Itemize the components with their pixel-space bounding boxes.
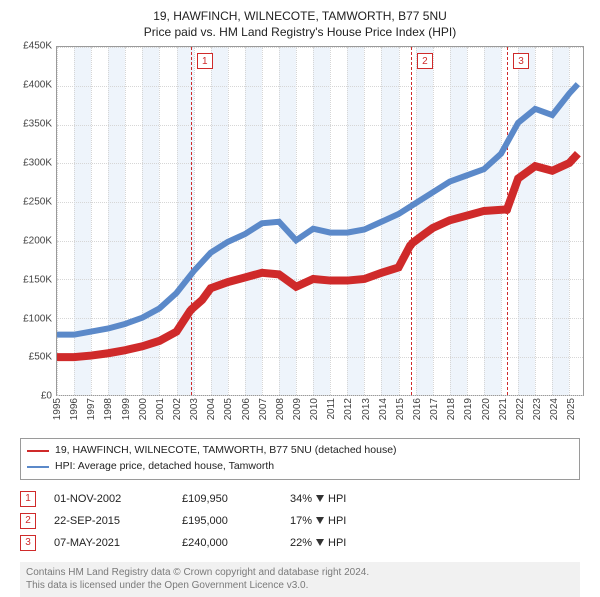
- title-address: 19, HAWFINCH, WILNECOTE, TAMWORTH, B77 5…: [10, 8, 590, 24]
- x-tick-label: 1998: [103, 398, 114, 420]
- y-tick-label: £0: [41, 391, 52, 402]
- event-pct: 34% HPI: [290, 493, 400, 505]
- x-tick-label: 2014: [378, 398, 389, 420]
- y-tick-label: £50K: [29, 352, 52, 363]
- event-marker-box: 1: [197, 53, 213, 69]
- x-tick-label: 2022: [515, 398, 526, 420]
- legend: 19, HAWFINCH, WILNECOTE, TAMWORTH, B77 5…: [20, 438, 580, 480]
- y-tick-label: £400K: [23, 80, 52, 91]
- event-row: 2 22-SEP-2015 £195,000 17% HPI: [20, 510, 580, 532]
- price-point-marker: [187, 306, 195, 314]
- legend-item: HPI: Average price, detached house, Tamw…: [27, 459, 573, 475]
- y-tick-label: £150K: [23, 274, 52, 285]
- footer: Contains HM Land Registry data © Crown c…: [20, 562, 580, 597]
- x-tick-label: 2001: [155, 398, 166, 420]
- chart-lines: [57, 47, 583, 395]
- x-tick-label: 2024: [549, 398, 560, 420]
- x-tick-label: 2020: [481, 398, 492, 420]
- legend-swatch: [27, 466, 49, 468]
- x-tick-label: 1996: [69, 398, 80, 420]
- x-tick-label: 1997: [86, 398, 97, 420]
- event-number-box: 1: [20, 491, 36, 507]
- event-marker-box: 3: [513, 53, 529, 69]
- x-tick-label: 2002: [172, 398, 183, 420]
- x-tick-label: 2006: [241, 398, 252, 420]
- event-date: 22-SEP-2015: [54, 515, 164, 527]
- legend-item: 19, HAWFINCH, WILNECOTE, TAMWORTH, B77 5…: [27, 443, 573, 459]
- plot-area: 1 2 3: [56, 46, 584, 396]
- x-tick-label: 1995: [52, 398, 63, 420]
- y-tick-label: £250K: [23, 196, 52, 207]
- y-tick-label: £350K: [23, 119, 52, 130]
- event-price: £109,950: [182, 493, 272, 505]
- y-tick-label: £450K: [23, 41, 52, 52]
- event-pct: 17% HPI: [290, 515, 400, 527]
- y-tick-label: £300K: [23, 158, 52, 169]
- x-tick-label: 2019: [463, 398, 474, 420]
- event-date: 01-NOV-2002: [54, 493, 164, 505]
- footer-line2: This data is licensed under the Open Gov…: [26, 579, 574, 593]
- x-tick-label: 2009: [292, 398, 303, 420]
- price-point-marker: [503, 206, 511, 214]
- event-number-box: 2: [20, 513, 36, 529]
- x-tick-label: 2015: [395, 398, 406, 420]
- y-axis: £0£50K£100K£150K£200K£250K£300K£350K£400…: [10, 46, 56, 396]
- x-tick-label: 2012: [343, 398, 354, 420]
- legend-label: 19, HAWFINCH, WILNECOTE, TAMWORTH, B77 5…: [55, 443, 397, 459]
- legend-label: HPI: Average price, detached house, Tamw…: [55, 459, 274, 475]
- event-row: 1 01-NOV-2002 £109,950 34% HPI: [20, 488, 580, 510]
- event-marker-box: 2: [417, 53, 433, 69]
- y-tick-label: £200K: [23, 235, 52, 246]
- event-row: 3 07-MAY-2021 £240,000 22% HPI: [20, 532, 580, 554]
- x-tick-label: 2016: [412, 398, 423, 420]
- chart-title-block: 19, HAWFINCH, WILNECOTE, TAMWORTH, B77 5…: [10, 8, 590, 40]
- x-tick-label: 2013: [361, 398, 372, 420]
- events-table: 1 01-NOV-2002 £109,950 34% HPI 2 22-SEP-2015 £…: [20, 488, 580, 554]
- x-tick-label: 2017: [429, 398, 440, 420]
- x-tick-label: 2018: [446, 398, 457, 420]
- arrow-down-icon: [316, 517, 324, 524]
- x-tick-label: 2000: [138, 398, 149, 420]
- x-tick-label: 2007: [258, 398, 269, 420]
- x-tick-label: 2021: [498, 398, 509, 420]
- x-tick-label: 2010: [309, 398, 320, 420]
- event-pct: 22% HPI: [290, 537, 400, 549]
- root: 19, HAWFINCH, WILNECOTE, TAMWORTH, B77 5…: [0, 0, 600, 590]
- chart: £0£50K£100K£150K£200K£250K£300K£350K£400…: [10, 46, 590, 396]
- x-tick-label: 2008: [275, 398, 286, 420]
- x-tick-label: 2023: [532, 398, 543, 420]
- event-price: £240,000: [182, 537, 272, 549]
- arrow-down-icon: [316, 495, 324, 502]
- footer-line1: Contains HM Land Registry data © Crown c…: [26, 566, 574, 580]
- x-tick-label: 2004: [206, 398, 217, 420]
- x-tick-label: 2005: [223, 398, 234, 420]
- x-tick-label: 1999: [121, 398, 132, 420]
- legend-swatch: [27, 450, 49, 452]
- x-tick-label: 2011: [326, 398, 337, 420]
- event-price: £195,000: [182, 515, 272, 527]
- event-date: 07-MAY-2021: [54, 537, 164, 549]
- y-tick-label: £100K: [23, 313, 52, 324]
- price-point-marker: [407, 241, 415, 249]
- x-axis: 1995199619971998199920002001200220032004…: [56, 396, 584, 434]
- title-subtitle: Price paid vs. HM Land Registry's House …: [10, 24, 590, 40]
- x-tick-label: 2003: [189, 398, 200, 420]
- arrow-down-icon: [316, 539, 324, 546]
- x-tick-label: 2025: [566, 398, 577, 420]
- event-number-box: 3: [20, 535, 36, 551]
